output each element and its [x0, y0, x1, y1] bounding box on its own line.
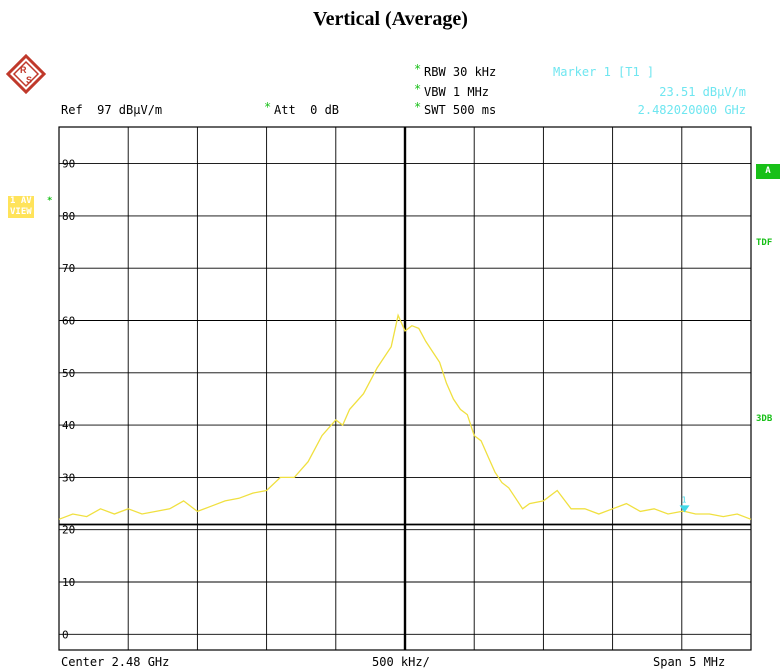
marker-1-label: 1 [682, 495, 687, 504]
y-tick-label: 10 [62, 576, 75, 589]
trace-mode-label: 1 AV [10, 196, 32, 206]
vbw-setting: VBW 1 MHz [424, 85, 490, 99]
y-tick-label: 0 [62, 628, 69, 641]
spectrum-trace [58, 313, 752, 520]
trace-star: * [47, 196, 53, 206]
swt-setting: SWT 500 ms [424, 103, 497, 117]
trace-label: 1 AV VIEW [8, 196, 34, 218]
y-tick-label: 80 [62, 210, 75, 223]
center-frequency: Center 2.48 GHz [61, 655, 170, 669]
rbw-setting: RBW 30 kHz [424, 65, 497, 79]
svg-text:S: S [26, 75, 32, 85]
swt-star: * [414, 100, 422, 114]
ref-level: Ref 97 dBµV/m [61, 103, 163, 117]
attenuation: Att 0 dB [274, 103, 340, 117]
3db-tag: 3DB [756, 414, 773, 424]
vbw-star: * [414, 82, 422, 96]
y-tick-label: 60 [62, 315, 75, 328]
marker-title: Marker 1 [T1 ] [553, 65, 655, 79]
frequency-per-division: 500 kHz/ [372, 655, 430, 669]
trace-view-label: VIEW [10, 207, 32, 217]
marker-level: 23.51 dBµV/m [659, 85, 746, 99]
chart-title: Vertical (Average) [313, 8, 468, 30]
y-tick-label: 70 [62, 262, 75, 275]
y-tick-label: 40 [62, 419, 75, 432]
svg-text:R: R [20, 65, 27, 75]
rohde-schwarz-logo: R S [6, 54, 46, 94]
y-tick-label: 90 [62, 158, 75, 171]
marker-1-triangle [679, 505, 690, 513]
trace-a-tag: A [756, 164, 780, 179]
att-star: * [264, 100, 272, 114]
tdf-tag: TDF [756, 238, 773, 248]
y-tick-label: 20 [62, 524, 75, 537]
frequency-span: Span 5 MHz [653, 655, 726, 669]
y-tick-label: 50 [62, 367, 75, 380]
rbw-star: * [414, 62, 422, 76]
y-tick-label: 30 [62, 471, 75, 484]
marker-frequency: 2.482020000 GHz [637, 103, 746, 117]
